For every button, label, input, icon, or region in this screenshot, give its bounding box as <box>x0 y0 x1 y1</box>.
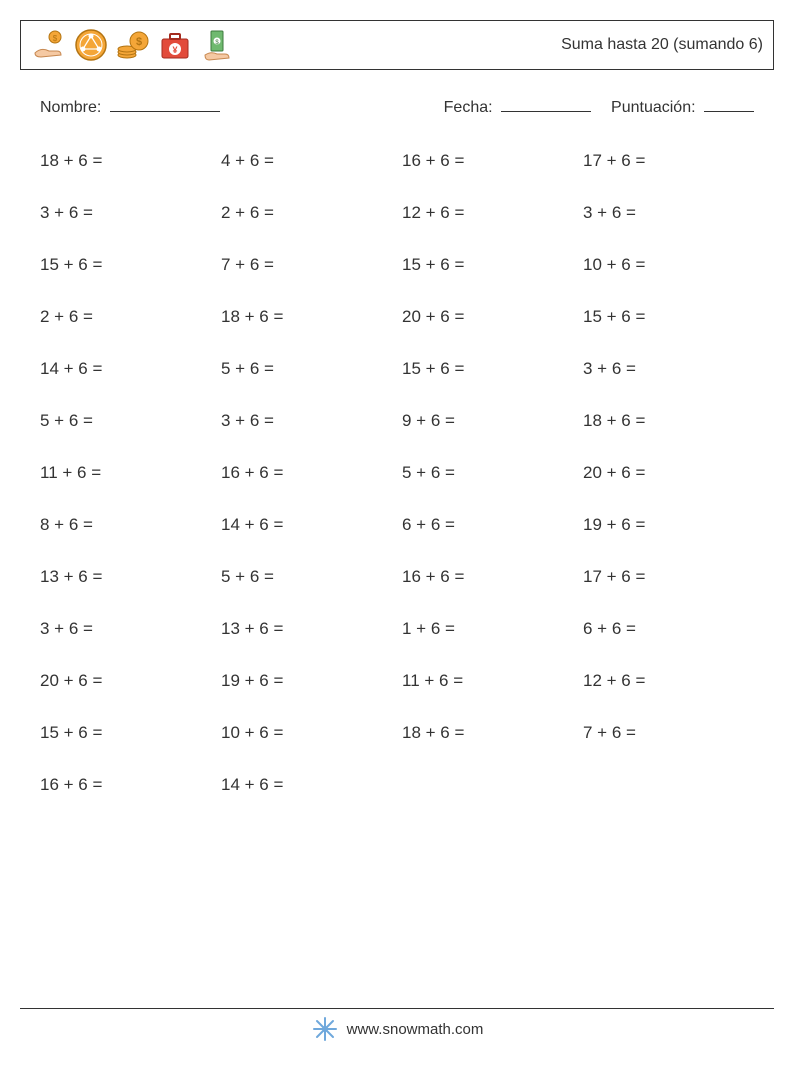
problem-item: 15 + 6 = <box>40 255 211 275</box>
footer-url: www.snowmath.com <box>347 1021 484 1038</box>
header-box: $ $ <box>20 20 774 70</box>
score-blank <box>704 96 754 112</box>
footer-logo-icon <box>311 1015 339 1043</box>
problem-item: 1 + 6 = <box>402 619 573 639</box>
problem-item: 5 + 6 = <box>40 411 211 431</box>
problem-item: 20 + 6 = <box>40 671 211 691</box>
problem-item: 3 + 6 = <box>221 411 392 431</box>
problems-grid: 18 + 6 = 4 + 6 = 16 + 6 = 17 + 6 = 3 + 6 = 2 … <box>40 151 754 795</box>
problem-item: 14 + 6 = <box>221 775 392 795</box>
problem-item: 12 + 6 = <box>583 671 754 691</box>
problem-item: 3 + 6 = <box>40 203 211 223</box>
problem-item: 16 + 6 = <box>402 567 573 587</box>
problem-item: 2 + 6 = <box>221 203 392 223</box>
problem-item: 19 + 6 = <box>221 671 392 691</box>
worksheet-title: Suma hasta 20 (sumando 6) <box>561 36 763 54</box>
problem-item: 5 + 6 = <box>221 359 392 379</box>
problem-item: 18 + 6 = <box>583 411 754 431</box>
problem-item: 11 + 6 = <box>402 671 573 691</box>
hand-coin-icon: $ <box>31 27 67 63</box>
score-field: Puntuación: <box>611 96 754 117</box>
coin-stack-icon: $ <box>115 27 151 63</box>
problem-item: 14 + 6 = <box>40 359 211 379</box>
problem-item: 19 + 6 = <box>583 515 754 535</box>
date-blank <box>501 96 591 112</box>
problem-item: 15 + 6 = <box>402 359 573 379</box>
problem-item: 15 + 6 = <box>583 307 754 327</box>
info-row: Nombre: Fecha: Puntuación: <box>40 96 754 117</box>
problem-item: 8 + 6 = <box>40 515 211 535</box>
date-label: Fecha: <box>444 99 493 116</box>
coin-network-icon <box>73 27 109 63</box>
problem-item: 7 + 6 = <box>583 723 754 743</box>
problem-item: 17 + 6 = <box>583 151 754 171</box>
problem-item: 17 + 6 = <box>583 567 754 587</box>
problem-item: 10 + 6 = <box>583 255 754 275</box>
briefcase-icon: ¥ <box>157 27 193 63</box>
problem-item: 6 + 6 = <box>402 515 573 535</box>
footer: www.snowmath.com <box>20 1008 774 1043</box>
problem-item: 15 + 6 = <box>402 255 573 275</box>
name-blank <box>110 96 220 112</box>
problem-item: 15 + 6 = <box>40 723 211 743</box>
problem-item: 5 + 6 = <box>221 567 392 587</box>
problem-item: 10 + 6 = <box>221 723 392 743</box>
problem-item: 5 + 6 = <box>402 463 573 483</box>
problem-item: 7 + 6 = <box>221 255 392 275</box>
problem-item: 18 + 6 = <box>221 307 392 327</box>
date-field: Fecha: <box>444 96 591 117</box>
problem-item: 20 + 6 = <box>402 307 573 327</box>
svg-text:$: $ <box>136 36 142 48</box>
problem-item: 9 + 6 = <box>402 411 573 431</box>
problem-item: 14 + 6 = <box>221 515 392 535</box>
problem-item: 4 + 6 = <box>221 151 392 171</box>
problem-item: 16 + 6 = <box>221 463 392 483</box>
svg-text:$: $ <box>53 34 58 43</box>
problem-item: 3 + 6 = <box>40 619 211 639</box>
problem-item: 12 + 6 = <box>402 203 573 223</box>
hand-cash-icon: $ <box>199 27 235 63</box>
problem-item: 13 + 6 = <box>221 619 392 639</box>
problem-item: 18 + 6 = <box>40 151 211 171</box>
problem-item: 18 + 6 = <box>402 723 573 743</box>
problem-item: 6 + 6 = <box>583 619 754 639</box>
score-label: Puntuación: <box>611 99 696 116</box>
name-label: Nombre: <box>40 99 101 116</box>
problem-item: 16 + 6 = <box>40 775 211 795</box>
problem-item: 3 + 6 = <box>583 203 754 223</box>
problem-item: 2 + 6 = <box>40 307 211 327</box>
problem-item: 13 + 6 = <box>40 567 211 587</box>
name-field: Nombre: <box>40 96 444 117</box>
problem-item: 3 + 6 = <box>583 359 754 379</box>
problem-item: 11 + 6 = <box>40 463 211 483</box>
problem-item: 20 + 6 = <box>583 463 754 483</box>
header-icons: $ $ <box>31 27 235 63</box>
svg-text:¥: ¥ <box>172 45 177 55</box>
problem-item: 16 + 6 = <box>402 151 573 171</box>
